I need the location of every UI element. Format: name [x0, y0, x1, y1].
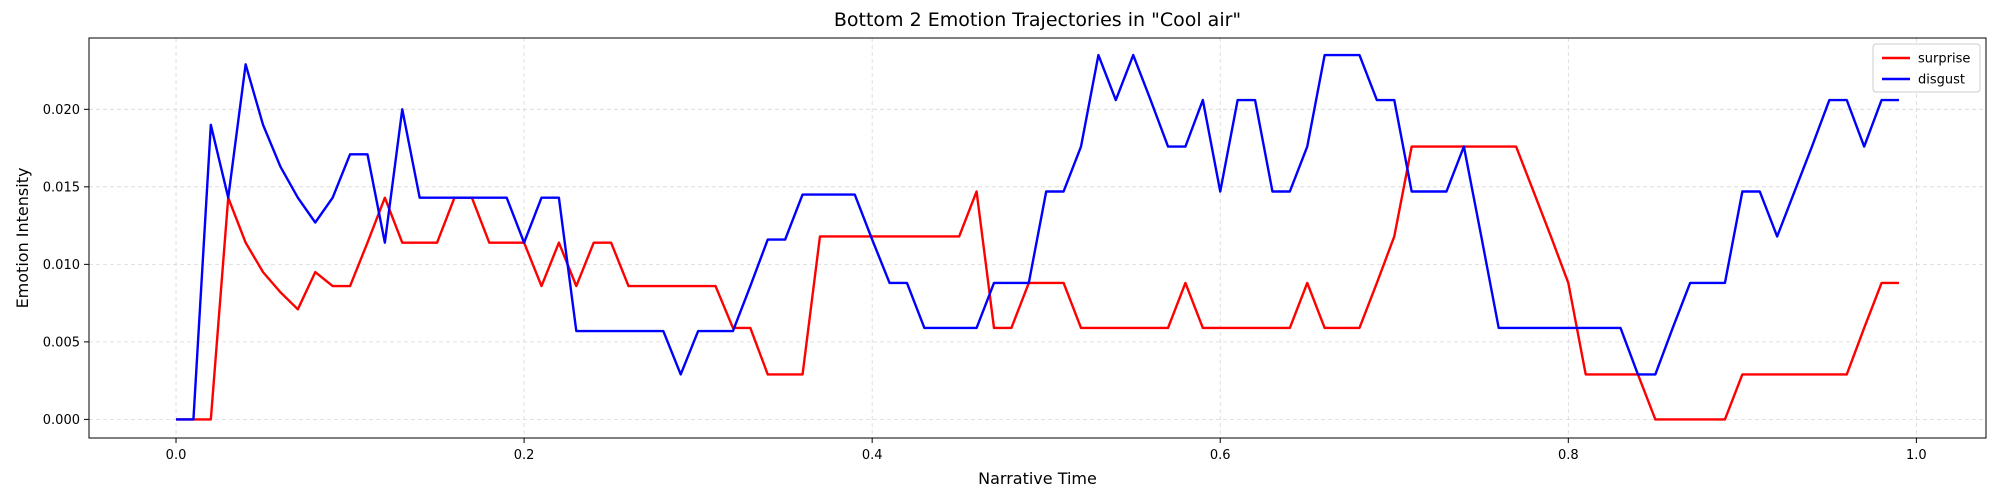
- legend-label-surprise: surprise: [1918, 52, 1970, 67]
- y-axis-label: Emotion Intensity: [13, 168, 32, 309]
- x-tick-label: 0.8: [1558, 448, 1579, 463]
- series-lines: [176, 53, 1899, 421]
- x-tick-label: 0.0: [166, 448, 187, 463]
- chart-title: Bottom 2 Emotion Trajectories in "Cool a…: [834, 9, 1241, 31]
- y-axis-ticks: 0.000 0.005 0.010 0.015 0.020: [43, 103, 89, 428]
- plot-frame: [88, 37, 1987, 439]
- grid: [89, 38, 1986, 438]
- series-line-surprise: [176, 145, 1899, 421]
- legend-label-disgust: disgust: [1918, 73, 1965, 88]
- x-tick-label: 0.4: [862, 448, 883, 463]
- series-line-disgust: [176, 53, 1899, 421]
- x-axis-label: Narrative Time: [978, 469, 1097, 488]
- x-tick-label: 1.0: [1906, 448, 1927, 463]
- y-tick-label: 0.015: [43, 180, 80, 195]
- y-tick-label: 0.010: [43, 258, 80, 273]
- x-axis-ticks: 0.0 0.2 0.4 0.6 0.8 1.0: [166, 438, 1927, 463]
- x-tick-label: 0.2: [514, 448, 535, 463]
- legend: surprise disgust: [1872, 43, 1981, 93]
- y-tick-label: 0.005: [43, 335, 80, 350]
- x-tick-label: 0.6: [1210, 448, 1231, 463]
- y-tick-label: 0.020: [43, 103, 80, 118]
- y-tick-label: 0.000: [43, 413, 80, 428]
